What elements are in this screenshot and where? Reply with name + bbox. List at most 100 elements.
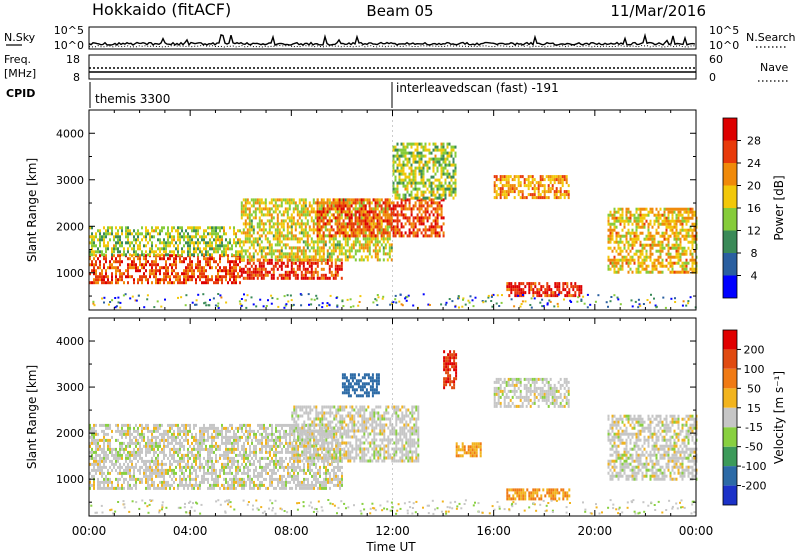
power-echo-cell: [263, 262, 265, 265]
power-echo-cell: [309, 259, 311, 262]
power-echo-cell: [271, 262, 273, 265]
power-echo-cell: [251, 198, 253, 201]
power-echo-cell: [281, 265, 283, 268]
power-echo-cell: [381, 243, 383, 246]
velocity-echo-cell: [151, 442, 153, 445]
power-echo-cell: [377, 249, 379, 252]
velocity-echo-cell: [93, 430, 95, 433]
power-echo-cell: [91, 244, 93, 247]
power-echo-cell: [207, 241, 209, 244]
power-echo-cell: [355, 252, 357, 255]
power-echo-cell: [385, 210, 387, 213]
power-echo-cell: [119, 250, 121, 253]
power-echo-cell: [347, 198, 349, 201]
power-speckle-cell: [185, 294, 187, 296]
velocity-echo-cell: [105, 427, 107, 430]
power-echo-cell: [301, 222, 303, 225]
power-echo-cell: [656, 250, 658, 253]
power-echo-cell: [508, 187, 510, 190]
power-speckle-cell: [217, 293, 219, 295]
power-echo-cell: [245, 222, 247, 225]
power-echo-cell: [389, 201, 391, 204]
power-echo-cell: [193, 244, 195, 247]
power-echo-cell: [101, 235, 103, 238]
velocity-echo-cell: [107, 442, 109, 445]
power-echo-cell: [421, 191, 423, 194]
power-echo-cell: [686, 268, 688, 271]
power-echo-cell: [359, 243, 361, 246]
power-echo-cell: [676, 220, 678, 223]
velocity-echo-cell: [103, 451, 105, 454]
power-echo-cell: [311, 207, 313, 210]
power-echo-cell: [321, 225, 323, 228]
power-echo-cell: [670, 262, 672, 265]
power-echo-cell: [393, 231, 395, 234]
power-echo-cell: [263, 265, 265, 268]
power-echo-cell: [620, 217, 622, 220]
power-echo-cell: [441, 216, 443, 219]
power-echo-cell: [377, 231, 379, 234]
velocity-echo-cell: [151, 466, 153, 469]
velocity-echo-cell: [173, 472, 175, 475]
velocity-echo-cell: [105, 475, 107, 478]
power-echo-cell: [451, 188, 453, 191]
power-echo-cell: [528, 193, 530, 196]
power-echo-cell: [335, 271, 337, 274]
power-echo-cell: [678, 217, 680, 220]
power-echo-cell: [253, 268, 255, 271]
power-echo-cell: [425, 155, 427, 158]
velocity-echo-cell: [119, 445, 121, 448]
power-echo-cell: [289, 274, 291, 277]
power-echo-cell: [632, 223, 634, 226]
power-echo-cell: [239, 266, 241, 269]
power-echo-cell: [616, 232, 618, 235]
power-echo-cell: [95, 275, 97, 278]
power-echo-cell: [193, 226, 195, 229]
power-echo-cell: [277, 231, 279, 234]
power-echo-cell: [211, 229, 213, 232]
power-echo-cell: [401, 143, 403, 146]
velocity-echo-cell: [97, 448, 99, 451]
power-echo-cell: [506, 285, 508, 288]
power-echo-cell: [323, 213, 325, 216]
velocity-echo-cell: [121, 472, 123, 475]
power-echo-cell: [381, 198, 383, 201]
power-speckle-cell: [589, 304, 591, 306]
power-echo-cell: [389, 243, 391, 246]
velocity-echo-cell: [179, 427, 181, 430]
power-echo-cell: [155, 229, 157, 232]
power-echo-cell: [528, 181, 530, 184]
velocity-echo-cell: [153, 448, 155, 451]
power-echo-cell: [401, 204, 403, 207]
power-echo-cell: [253, 216, 255, 219]
power-echo-cell: [512, 285, 514, 288]
power-echo-cell: [401, 170, 403, 173]
power-echo-cell: [455, 185, 457, 188]
velocity-echo-cell: [131, 460, 133, 463]
velocity-echo-cell: [163, 478, 165, 481]
power-echo-cell: [365, 231, 367, 234]
power-echo-cell: [361, 246, 363, 249]
power-echo-cell: [381, 225, 383, 228]
velocity-echo-cell: [123, 433, 125, 436]
power-echo-cell: [379, 225, 381, 228]
power-echo-cell: [193, 247, 195, 250]
power-echo-cell: [682, 208, 684, 211]
power-echo-cell: [239, 281, 241, 284]
power-echo-cell: [157, 232, 159, 235]
velocity-echo-cell: [145, 454, 147, 457]
power-echo-cell: [624, 223, 626, 226]
power-echo-cell: [175, 254, 177, 257]
power-echo-cell: [243, 231, 245, 234]
velocity-echo-cell: [171, 484, 173, 487]
power-echo-cell: [311, 277, 313, 280]
power-echo-cell: [161, 278, 163, 281]
power-echo-cell: [115, 269, 117, 272]
power-echo-cell: [441, 204, 443, 207]
power-echo-cell: [357, 237, 359, 240]
power-echo-cell: [415, 167, 417, 170]
power-echo-cell: [500, 175, 502, 178]
power-echo-cell: [101, 281, 103, 284]
velocity-echo-cell: [129, 487, 131, 490]
